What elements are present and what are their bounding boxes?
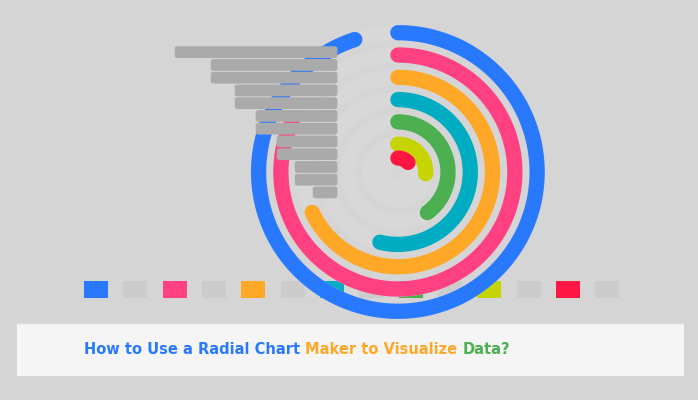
- Bar: [202, 281, 226, 298]
- Bar: [438, 281, 462, 298]
- FancyBboxPatch shape: [255, 110, 337, 122]
- Bar: [17, 323, 684, 376]
- FancyBboxPatch shape: [295, 161, 337, 173]
- Bar: [163, 281, 187, 298]
- Text: How to Use a Radial Chart: How to Use a Radial Chart: [84, 342, 305, 357]
- Text: Data?: Data?: [463, 342, 510, 357]
- Bar: [359, 281, 383, 298]
- Bar: [517, 281, 541, 298]
- Bar: [399, 281, 423, 298]
- Text: Maker to Visualize: Maker to Visualize: [305, 342, 463, 357]
- Bar: [281, 281, 305, 298]
- FancyBboxPatch shape: [174, 46, 337, 58]
- FancyBboxPatch shape: [255, 123, 337, 134]
- Bar: [84, 281, 108, 298]
- Bar: [556, 281, 580, 298]
- FancyBboxPatch shape: [211, 72, 337, 84]
- Bar: [124, 281, 147, 298]
- FancyBboxPatch shape: [276, 136, 337, 147]
- Bar: [320, 281, 344, 298]
- Bar: [595, 281, 619, 298]
- FancyBboxPatch shape: [295, 174, 337, 186]
- FancyBboxPatch shape: [211, 59, 337, 71]
- FancyBboxPatch shape: [276, 148, 337, 160]
- FancyBboxPatch shape: [235, 84, 337, 96]
- FancyBboxPatch shape: [235, 97, 337, 109]
- FancyBboxPatch shape: [313, 186, 337, 198]
- Bar: [477, 281, 501, 298]
- Bar: [242, 281, 265, 298]
